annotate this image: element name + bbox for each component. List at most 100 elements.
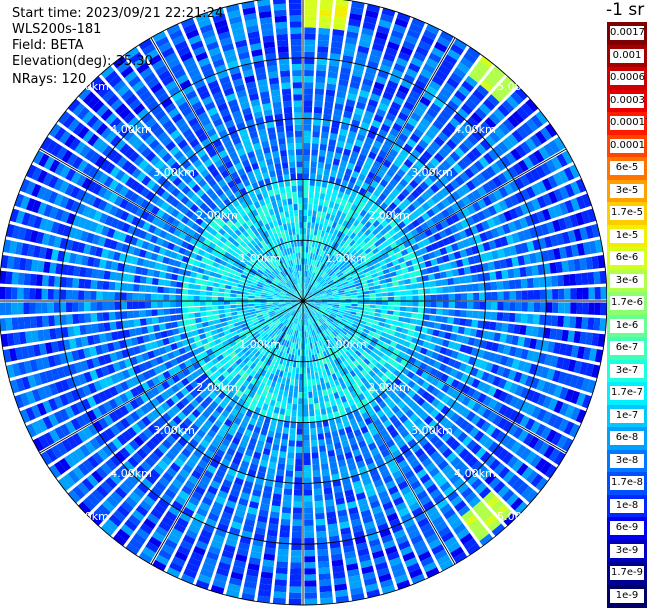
ppi-cell [318, 561, 330, 568]
ppi-cell [196, 273, 203, 279]
ppi-cell [270, 399, 276, 406]
ppi-cell [390, 271, 397, 277]
ppi-cell [564, 302, 570, 313]
ppi-cell [516, 302, 522, 311]
ppi-cell [304, 398, 308, 404]
ppi-cell [328, 71, 338, 78]
ppi-cell [298, 398, 302, 404]
ppi-cell [503, 291, 509, 300]
ppi-cell [388, 301, 394, 305]
ppi-cell [313, 125, 321, 132]
ppi-cell [396, 270, 403, 276]
ppi-cell [231, 286, 238, 290]
ppi-cell [109, 282, 116, 290]
ppi-cell [330, 425, 337, 432]
ppi-cell [159, 324, 166, 331]
ppi-cell [381, 310, 387, 314]
ppi-cell [175, 295, 181, 300]
ppi-cell [458, 327, 465, 335]
ppi-cell [404, 318, 411, 323]
ppi-cell [303, 204, 307, 210]
ppi-cell [461, 302, 467, 309]
ppi-cell [304, 88, 313, 94]
ppi-cell [275, 401, 281, 408]
ppi-cell [410, 319, 417, 325]
ppi-cell [318, 433, 324, 440]
ppi-cell [582, 288, 588, 300]
ppi-cell [326, 505, 336, 512]
ppi-cell [188, 284, 195, 289]
ppi-cell [48, 302, 54, 313]
ppi-cell [188, 313, 195, 318]
ppi-cell [303, 344, 305, 350]
ppi-cell [163, 287, 170, 293]
ppi-cell [311, 434, 317, 441]
ppi-cell [90, 291, 96, 300]
ppi-cell [24, 273, 31, 285]
ppi-cell [314, 198, 319, 205]
ppi-cell [135, 266, 142, 274]
ppi-cell [449, 302, 455, 308]
ppi-cell [212, 306, 218, 310]
ppi-cell [254, 301, 260, 303]
ppi-cell [169, 295, 175, 301]
ppi-cell [218, 301, 224, 305]
ppi-cell [435, 280, 442, 286]
ppi-cell [12, 317, 19, 330]
ppi-cell [128, 274, 135, 282]
ppi-cell [588, 287, 594, 299]
ppi-cell [303, 246, 305, 252]
ppi-cell [380, 314, 387, 318]
ppi-cell [363, 308, 369, 311]
ppi-cell [440, 324, 447, 331]
ppi-cell [104, 322, 111, 331]
ppi-cell [195, 279, 202, 284]
ppi-cell [313, 476, 321, 483]
ppi-cell [581, 273, 588, 285]
ppi-cell [495, 322, 502, 331]
ppi-cell [364, 298, 370, 301]
ppi-cell [509, 280, 516, 289]
ppi-cell [317, 427, 323, 434]
ppi-cell [225, 313, 232, 317]
ppi-cell [221, 275, 228, 280]
ppi-cell [540, 290, 546, 300]
ppi-cell [290, 574, 302, 580]
ppi-cell [351, 296, 357, 299]
ppi-cell [318, 567, 330, 574]
ppi-cell [448, 309, 455, 316]
ppi-cell [72, 302, 78, 312]
ppi-cell [310, 367, 314, 373]
ppi-cell [194, 302, 200, 307]
ppi-cell [436, 309, 443, 315]
ppi-cell [376, 301, 382, 304]
ppi-cell [386, 315, 393, 320]
ppi-cell [296, 453, 303, 459]
ppi-cell [317, 46, 328, 53]
ppi-cell [382, 301, 388, 305]
ppi-cell [527, 314, 534, 324]
ppi-cell [79, 267, 86, 277]
ppi-cell [291, 416, 296, 422]
ppi-cell [290, 422, 296, 428]
ppi-cell [23, 288, 29, 300]
ppi-cell [218, 306, 224, 310]
ppi-cell [287, 458, 294, 465]
ppi-cell [197, 268, 204, 274]
ppi-cell [164, 316, 171, 322]
ppi-cell [318, 162, 324, 169]
ppi-cell [127, 302, 133, 309]
ppi-cell [96, 291, 102, 300]
ppi-cell [373, 277, 380, 282]
ppi-cell [169, 308, 175, 314]
ppi-cell [310, 167, 316, 173]
ppi-cell [304, 550, 315, 556]
ppi-cell [304, 167, 310, 173]
ppi-cell [215, 323, 222, 328]
ppi-cell [91, 324, 98, 334]
ppi-cell [304, 64, 314, 70]
ppi-cell [330, 170, 337, 177]
ppi-cell [515, 313, 522, 322]
ppi-cell [460, 285, 467, 292]
ppi-cell [190, 272, 197, 278]
